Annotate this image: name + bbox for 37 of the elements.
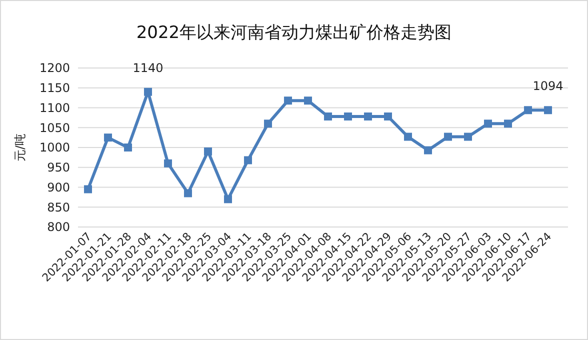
point: [444, 132, 452, 141]
point: [324, 112, 332, 120]
point: [244, 156, 252, 164]
point: [544, 106, 552, 114]
y-tick-label: 1100: [39, 100, 70, 115]
point: [384, 112, 392, 120]
point: [464, 132, 472, 141]
point: [424, 146, 432, 154]
y-tick-label: 1000: [39, 140, 70, 155]
y-tick-label: 800: [47, 220, 70, 234]
point: [304, 96, 312, 105]
y-tick-label: 850: [47, 200, 70, 214]
point: [164, 159, 172, 168]
y-axis-title: 元/吨: [13, 133, 27, 162]
point: [284, 96, 292, 105]
data-label: 1140: [132, 60, 164, 75]
point: [344, 112, 352, 120]
point: [204, 147, 212, 156]
point: [504, 120, 512, 128]
data-label: 1094: [532, 79, 564, 94]
y-tick-label: 1150: [39, 81, 70, 96]
point: [264, 120, 272, 128]
chart-title: 2022年以来河南省动力煤出矿价格走势图: [136, 23, 452, 43]
point: [104, 134, 112, 142]
y-tick-label: 900: [47, 180, 70, 194]
y-tick-label: 950: [47, 160, 70, 175]
point: [404, 132, 412, 141]
y-tick-label: 1050: [39, 120, 70, 135]
y-tick-label: 1200: [39, 61, 70, 76]
point: [144, 88, 152, 96]
point: [184, 189, 192, 198]
point: [364, 112, 372, 120]
point: [124, 144, 132, 152]
point: [224, 195, 232, 204]
point: [484, 120, 492, 128]
point: [524, 106, 532, 114]
point: [84, 185, 92, 194]
